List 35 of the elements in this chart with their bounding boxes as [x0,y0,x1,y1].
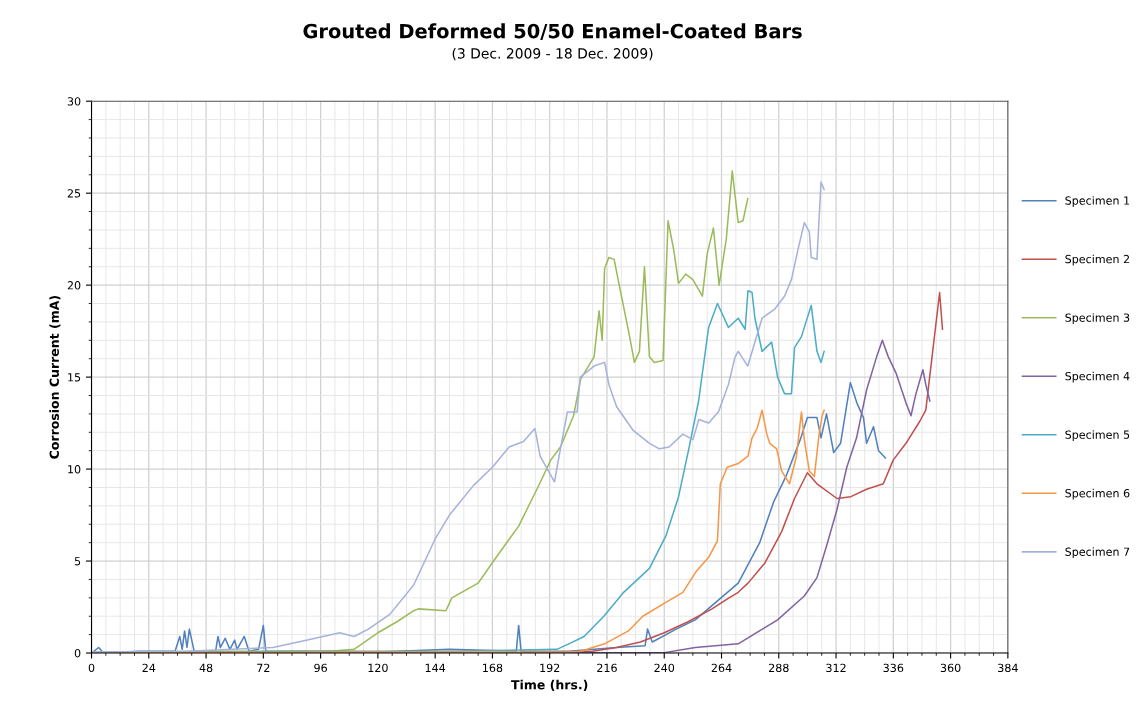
y-tick-label: 20 [67,281,81,290]
y-tick-label: 25 [67,189,81,198]
x-tick-label: 96 [314,663,327,673]
y-tick-label: 5 [74,557,81,566]
x-tick-label: 144 [425,663,446,672]
x-tick-label: 192 [540,663,560,673]
y-tick-label: 30 [67,97,81,106]
x-tick-label: 120 [368,663,388,673]
x-tick-label: 24 [142,663,156,672]
x-tick-label: 288 [768,663,789,673]
x-tick-label: 240 [654,663,675,673]
legend-label: Specimen 5 [1065,430,1130,442]
legend-label: Specimen 7 [1065,547,1130,559]
x-tick-label: 0 [88,663,95,673]
y-axis-title: Corrosion Current (mA) [49,295,61,459]
y-tick-label: 10 [68,465,81,474]
y-tick-label: 15 [68,373,81,382]
x-tick-label: 360 [940,663,961,673]
chart-title: Grouted Deformed 50/50 Enamel-Coated Bars [303,23,802,40]
x-tick-label: 48 [199,663,213,673]
legend-label: Specimen 2 [1065,254,1129,266]
x-tick-label: 168 [483,663,503,673]
chart-subtitle: (3 Dec. 2009 - 18 Dec. 2009) [452,47,653,61]
legend-label: Specimen 6 [1065,488,1130,500]
x-tick-label: 336 [883,663,904,673]
legend-label: Specimen 3 [1065,313,1130,324]
y-tick-label: 0 [74,648,81,658]
legend-label: Specimen 4 [1065,371,1130,383]
x-tick-label: 216 [597,663,617,673]
x-axis-title: Time (hrs.) [511,679,588,691]
x-tick-label: 312 [826,663,846,673]
legend-label: Specimen 1 [1065,196,1130,207]
x-tick-label: 72 [257,663,270,672]
x-tick-label: 264 [711,663,732,673]
x-tick-label: 384 [998,663,1018,673]
